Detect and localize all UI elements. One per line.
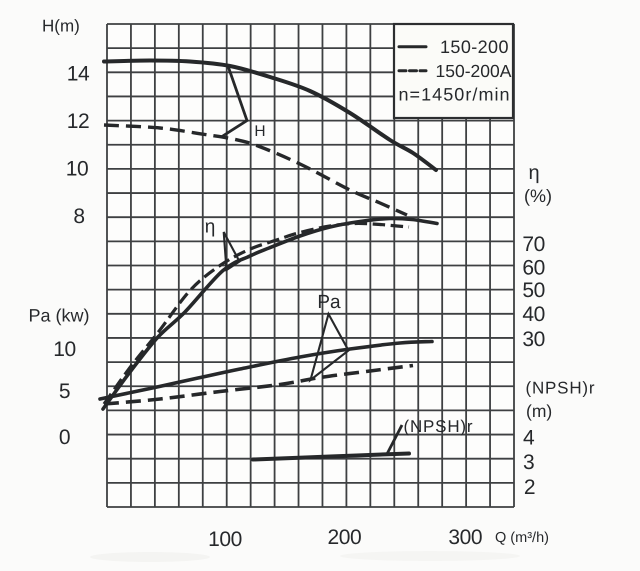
svg-text:(%): (%) [524,186,552,206]
svg-text:(m): (m) [526,401,552,421]
svg-text:100: 100 [208,528,242,551]
svg-text:n=1450r/min: n=1450r/min [399,85,511,105]
svg-text:30: 30 [522,328,545,351]
svg-text:10: 10 [53,338,76,361]
svg-text:η: η [205,217,216,238]
svg-text:150-200A: 150-200A [436,61,512,81]
svg-text:Pa: Pa [317,292,341,313]
svg-text:H: H [254,123,265,140]
svg-text:150-200: 150-200 [440,37,509,57]
svg-text:5: 5 [59,380,70,403]
svg-text:3: 3 [523,451,534,474]
svg-text:(NPSH)r: (NPSH)r [404,417,474,436]
svg-text:η: η [528,162,539,184]
svg-text:12: 12 [67,110,90,133]
svg-text:Pa (kw): Pa (kw) [28,306,89,326]
svg-text:(NPSH)r: (NPSH)r [526,379,596,398]
svg-text:8: 8 [73,205,84,228]
svg-text:4: 4 [523,427,535,450]
svg-text:40: 40 [522,303,545,326]
svg-text:60: 60 [522,257,545,280]
svg-text:14: 14 [67,63,90,86]
svg-text:0: 0 [59,426,70,449]
svg-text:H(m): H(m) [42,17,80,36]
svg-text:2: 2 [524,476,535,499]
svg-text:Q (m³/h): Q (m³/h) [495,530,549,546]
svg-text:300: 300 [448,526,482,549]
svg-text:10: 10 [66,158,89,181]
svg-text:50: 50 [522,279,545,302]
svg-text:200: 200 [327,526,361,549]
svg-text:70: 70 [522,233,545,256]
